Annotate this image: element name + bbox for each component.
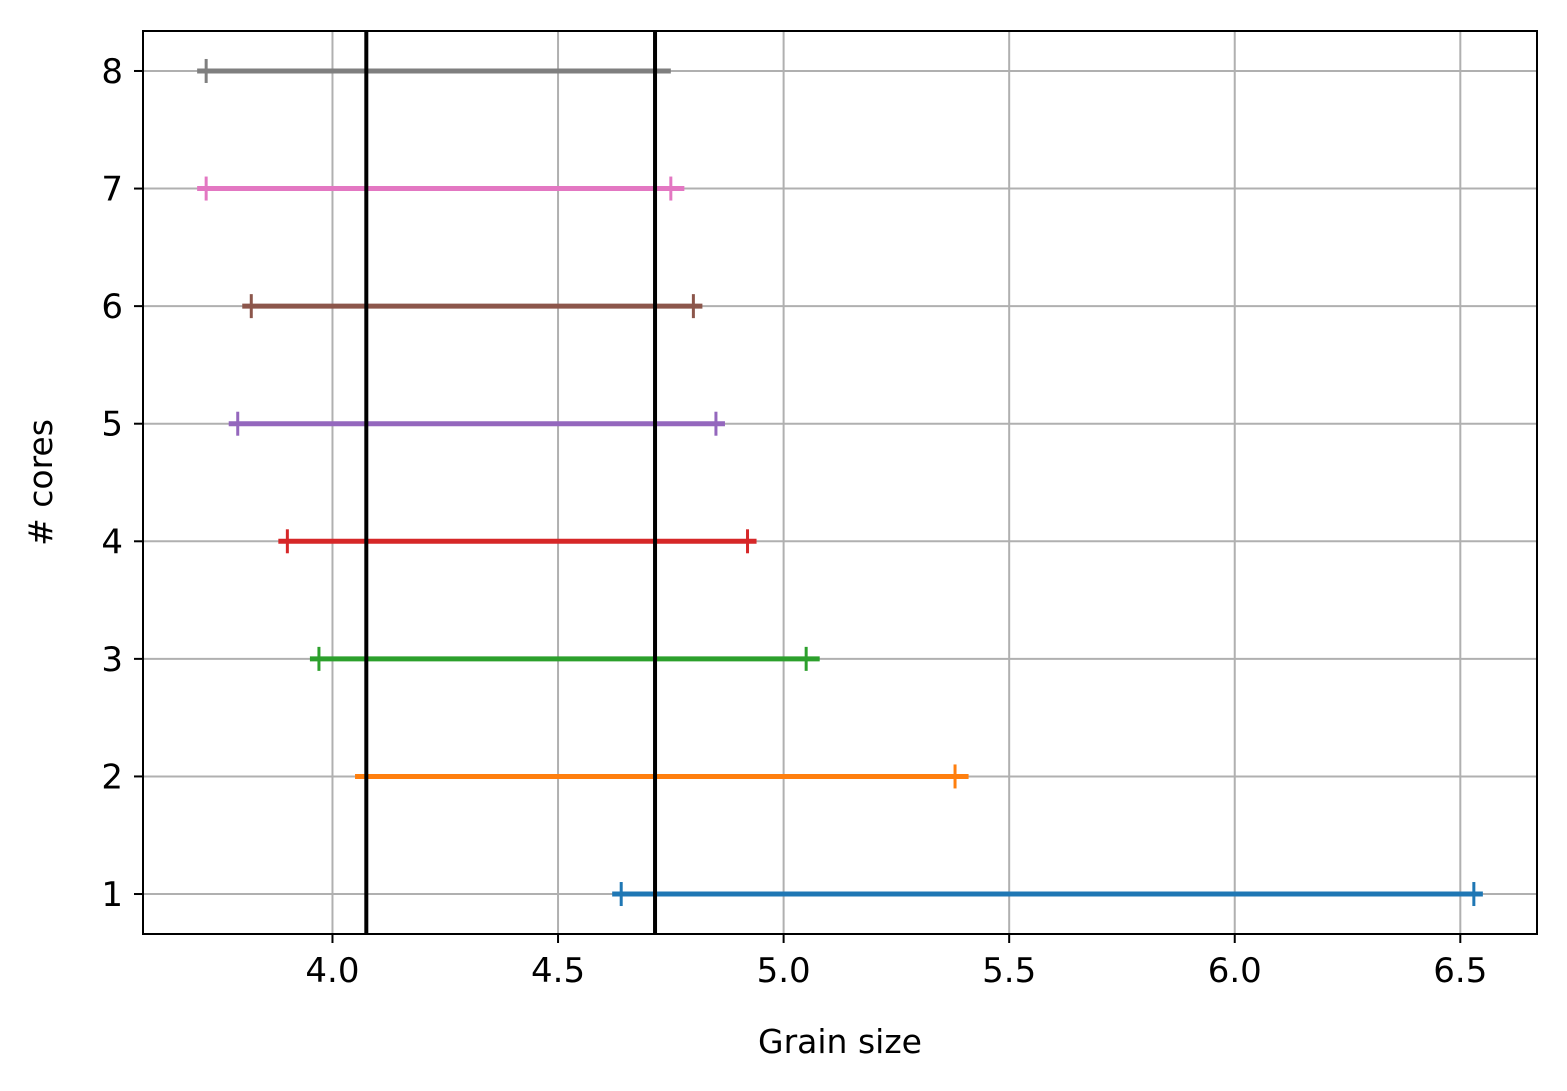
reference-lines	[364, 31, 658, 934]
x-tick-label: 6.5	[1433, 951, 1487, 991]
x-tick-label: 5.5	[982, 951, 1036, 991]
x-tick-label: 4.0	[305, 951, 359, 991]
y-tick-label: 3	[101, 640, 123, 680]
y-tick-label: 1	[101, 875, 123, 915]
y-tick-label: 6	[101, 287, 123, 327]
y-tick-label: 5	[101, 405, 123, 445]
range-bars	[197, 58, 1483, 907]
y-axis-title: # cores	[21, 419, 60, 546]
x-tick-label: 4.5	[531, 951, 585, 991]
axis-ticks: 4.0 4.5 5.0 5.5 6.0 6.5 1 2 3 4 5 6 7 8	[101, 52, 1487, 991]
y-tick-label: 7	[101, 170, 123, 210]
y-tick-label: 4	[101, 522, 123, 562]
x-tick-label: 5.0	[757, 951, 811, 991]
x-tick-label: 6.0	[1208, 951, 1262, 991]
y-tick-label: 8	[101, 52, 123, 92]
plot-frame	[142, 30, 1538, 935]
y-tick-label: 2	[101, 757, 123, 797]
x-axis-title: Grain size	[758, 1022, 922, 1061]
